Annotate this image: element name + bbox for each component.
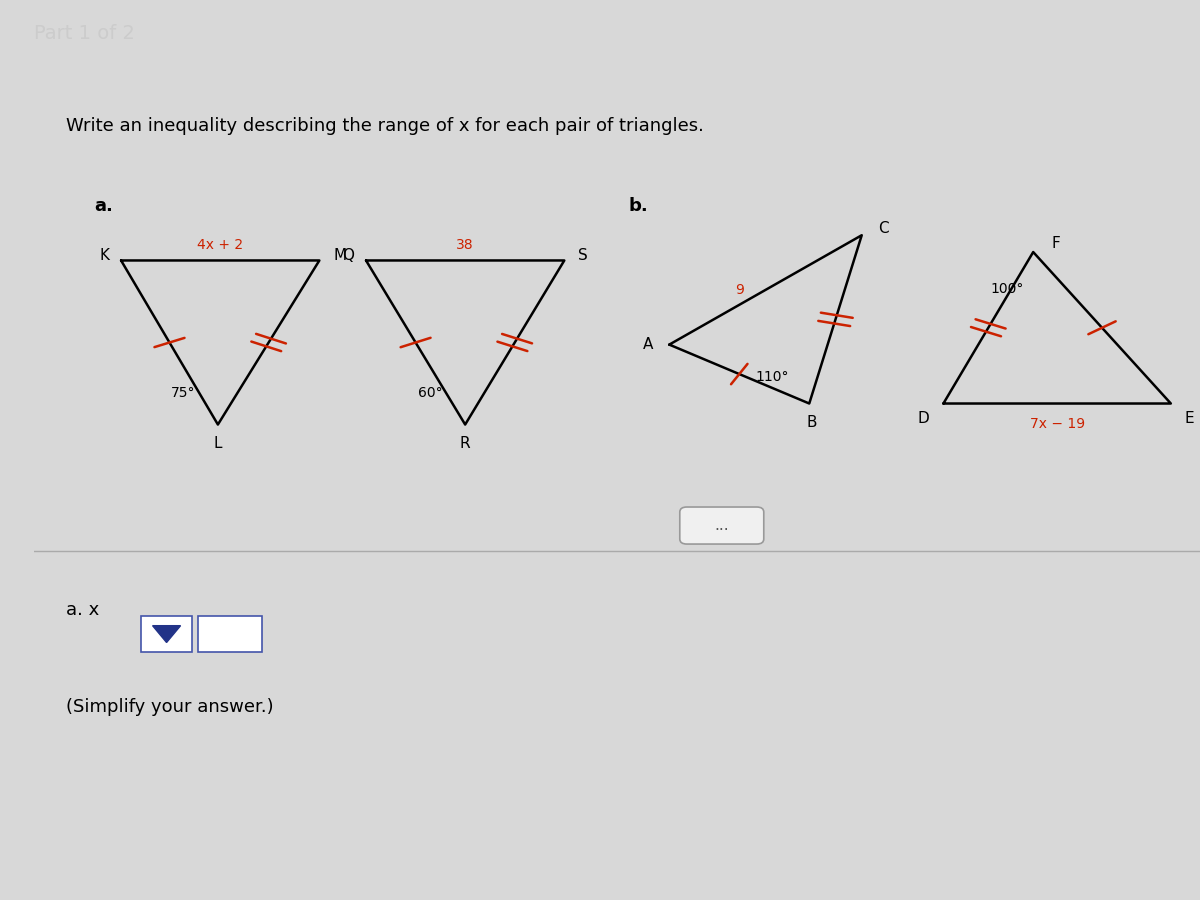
Text: F: F — [1052, 236, 1061, 251]
Text: C: C — [878, 221, 889, 236]
Text: L: L — [214, 436, 222, 451]
Text: S: S — [578, 248, 588, 263]
Text: R: R — [460, 436, 470, 451]
Text: B: B — [806, 415, 817, 429]
Text: A: A — [642, 338, 653, 352]
Text: 110°: 110° — [755, 370, 788, 383]
Polygon shape — [152, 626, 180, 643]
Text: Part 1 of 2: Part 1 of 2 — [34, 24, 134, 43]
Text: 9: 9 — [736, 283, 744, 297]
Text: 100°: 100° — [991, 282, 1025, 296]
Text: 60°: 60° — [418, 385, 443, 400]
Text: b.: b. — [629, 197, 648, 215]
Text: M: M — [334, 248, 347, 263]
Text: K: K — [100, 248, 109, 263]
Text: Q: Q — [342, 248, 354, 263]
Text: Write an inequality describing the range of x for each pair of triangles.: Write an inequality describing the range… — [66, 117, 704, 135]
Text: 75°: 75° — [170, 385, 196, 400]
Text: (Simplify your answer.): (Simplify your answer.) — [66, 698, 274, 716]
Text: ...: ... — [714, 518, 730, 533]
Text: a.: a. — [95, 197, 113, 215]
Text: E: E — [1184, 411, 1194, 427]
FancyBboxPatch shape — [140, 616, 192, 652]
Text: 7x − 19: 7x − 19 — [1030, 417, 1085, 431]
Text: 4x + 2: 4x + 2 — [197, 238, 244, 252]
Text: D: D — [918, 411, 929, 427]
Text: a. x: a. x — [66, 601, 100, 619]
FancyBboxPatch shape — [679, 507, 763, 544]
FancyBboxPatch shape — [198, 616, 263, 652]
Text: 38: 38 — [456, 238, 474, 252]
